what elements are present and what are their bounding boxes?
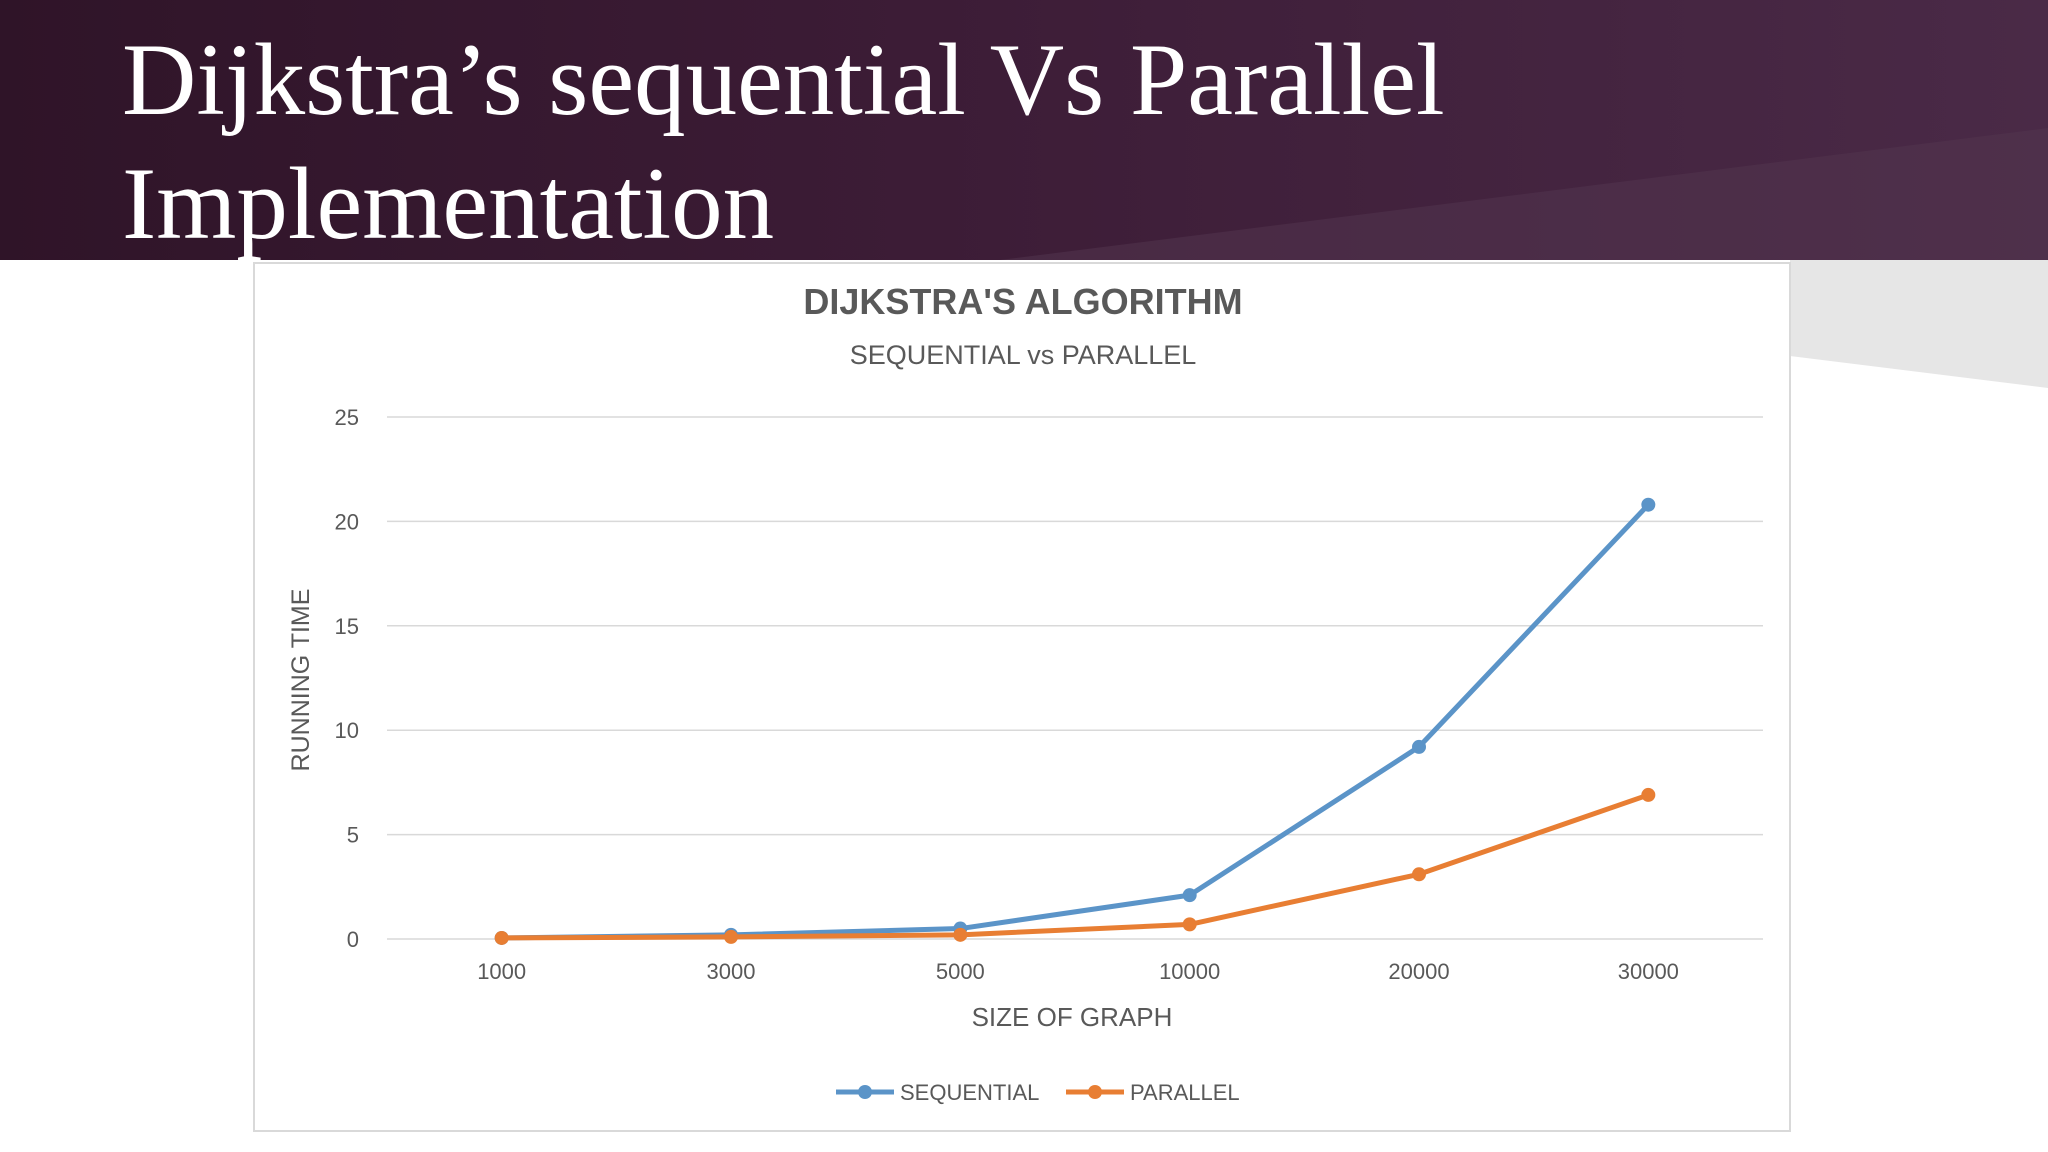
y-tick-label: 10 <box>335 718 359 743</box>
x-tick-label: 5000 <box>936 959 985 984</box>
y-tick-label: 5 <box>347 823 359 848</box>
x-axis-label: SIZE OF GRAPH <box>972 1002 1173 1032</box>
y-tick-label: 25 <box>335 405 359 430</box>
y-tick-label: 0 <box>347 927 359 952</box>
legend-marker-parallel <box>1088 1085 1102 1099</box>
y-axis-label: RUNNING TIME <box>287 589 315 772</box>
series-line-parallel <box>499 792 1651 941</box>
x-axis-ticks: 1000 3000 5000 10000 20000 30000 <box>477 959 1679 984</box>
x-tick-label: 20000 <box>1388 959 1449 984</box>
x-tick-label: 1000 <box>477 959 526 984</box>
legend-label-sequential: SEQUENTIAL <box>900 1080 1039 1105</box>
line-chart: DIJKSTRA'S ALGORITHM SEQUENTIAL vs PARAL… <box>287 281 1763 1105</box>
chart-subtitle: SEQUENTIAL vs PARALLEL <box>850 340 1197 370</box>
data-point-sequential <box>1641 497 1656 512</box>
data-point-sequential <box>1412 739 1426 754</box>
y-tick-label: 15 <box>335 614 359 639</box>
series-group <box>494 497 1656 945</box>
chart-title: DIJKSTRA'S ALGORITHM <box>803 281 1242 322</box>
x-tick-label: 30000 <box>1618 959 1679 984</box>
slide-title: Dijkstra’s sequential Vs Parallel Implem… <box>122 23 1445 261</box>
data-point-parallel <box>724 929 738 944</box>
series-line-sequential <box>499 502 1651 941</box>
x-tick-label: 10000 <box>1159 959 1220 984</box>
data-point-parallel <box>494 930 509 945</box>
chart-frame: DIJKSTRA'S ALGORITHM SEQUENTIAL vs PARAL… <box>253 262 1791 1132</box>
legend: SEQUENTIAL PARALLEL <box>836 1080 1240 1105</box>
y-tick-label: 20 <box>335 509 359 534</box>
data-point-sequential <box>1182 888 1197 903</box>
data-point-parallel <box>1412 867 1426 882</box>
data-point-parallel <box>1182 917 1197 932</box>
legend-label-parallel: PARALLEL <box>1130 1080 1240 1105</box>
data-point-parallel <box>953 927 968 942</box>
data-point-parallel <box>1641 787 1656 802</box>
legend-marker-sequential <box>858 1085 872 1099</box>
gridlines <box>387 416 1763 940</box>
y-axis-ticks: 0 5 10 15 20 25 <box>335 405 359 952</box>
x-tick-label: 3000 <box>707 959 756 984</box>
band-accent-shape <box>1000 128 2048 388</box>
